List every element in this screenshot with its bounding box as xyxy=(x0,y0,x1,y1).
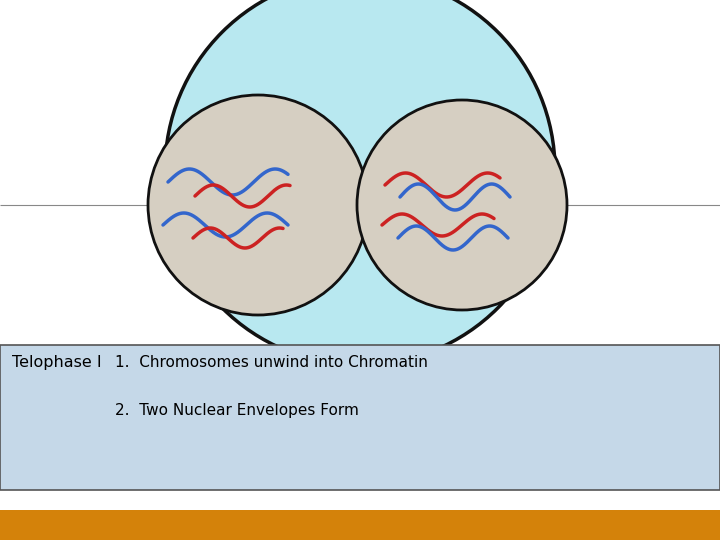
Circle shape xyxy=(165,0,555,365)
Bar xyxy=(0,510,720,540)
Bar xyxy=(0,345,720,490)
Circle shape xyxy=(148,95,368,315)
Text: Telophase I: Telophase I xyxy=(12,355,102,370)
Text: 1.  Chromosomes unwind into Chromatin: 1. Chromosomes unwind into Chromatin xyxy=(115,355,428,370)
Circle shape xyxy=(357,100,567,310)
Text: 2.  Two Nuclear Envelopes Form: 2. Two Nuclear Envelopes Form xyxy=(115,403,359,418)
